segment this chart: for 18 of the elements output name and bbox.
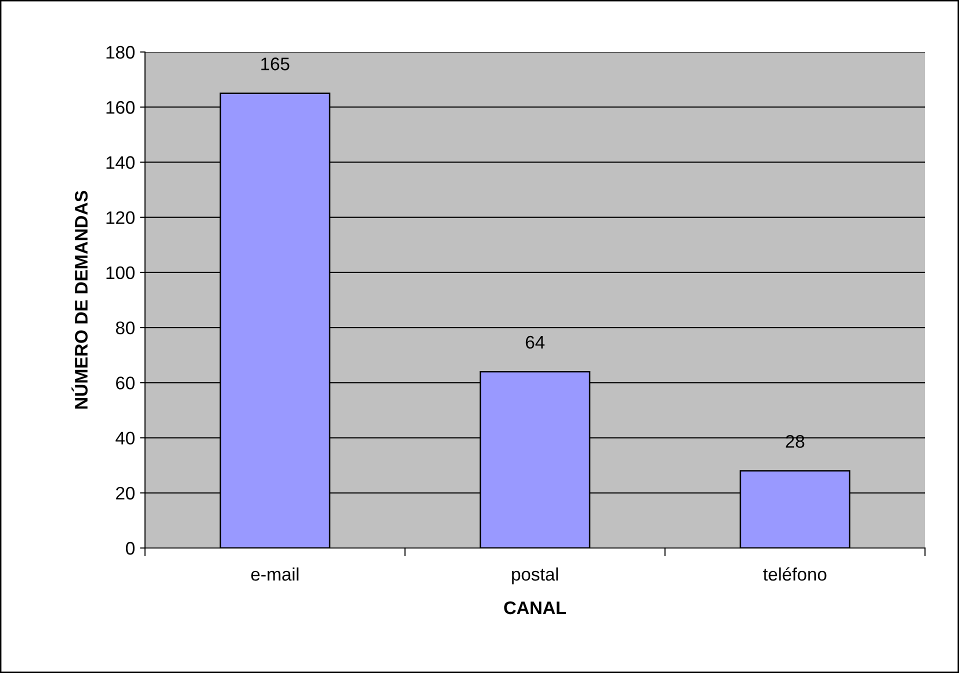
y-tick-label: 40 [116,432,135,444]
y-tick-label: 160 [106,101,135,114]
y-tick-label: 140 [106,156,135,169]
y-tick-label: 80 [116,321,135,334]
data-label: 165 [261,58,290,70]
y-tick-label: 0 [126,542,135,555]
y-axis-title: NÚMERO DE DEMANDAS [72,190,88,409]
y-tick-label: 100 [106,266,135,280]
data-label: 28 [786,435,804,448]
x-tick-label: e-mail [251,567,298,581]
x-axis-title: CANAL [504,601,566,614]
x-tick-label: teléfono [763,567,826,581]
y-tick-label: 120 [106,211,135,224]
data-label: 64 [526,336,545,349]
y-tick-label: 60 [116,376,135,390]
x-tick-label: postal [512,567,558,584]
y-tick-label: 20 [116,486,135,500]
y-tick-label: 180 [106,46,135,59]
